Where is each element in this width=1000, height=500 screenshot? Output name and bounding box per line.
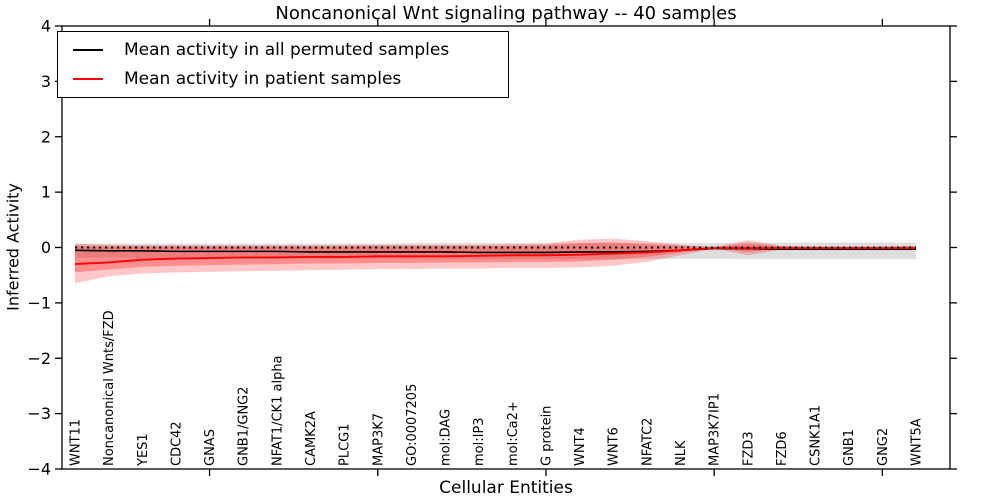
x-category-label: GNAS (203, 429, 218, 466)
x-category-label: GNB1 (842, 429, 857, 466)
y-tick-label: −1 (27, 293, 51, 312)
x-category-label: G protein (539, 406, 554, 466)
x-category-label: CSNK1A1 (809, 405, 824, 466)
y-tick-label: 1 (41, 183, 51, 202)
x-category-label: GNB1/GNG2 (237, 386, 252, 466)
legend-line-sample-permuted (73, 48, 103, 51)
legend: Mean activity in all permuted samples Me… (57, 31, 509, 98)
x-category-label: CDC42 (169, 421, 184, 466)
legend-line-sample-patient (73, 78, 103, 81)
line-patient-mean (74, 247, 916, 266)
y-tick-label: −4 (27, 460, 51, 479)
x-category-label: Noncanonical Wnts/FZD (102, 310, 117, 466)
line-permuted-mean (74, 247, 916, 254)
legend-entry-permuted: Mean activity in all permuted samples (58, 36, 508, 64)
band-patient-samples-range-outer (75, 238, 916, 284)
x-category-label: WNT6 (607, 427, 622, 466)
x-category-label: MAP3K7IP1 (708, 393, 723, 466)
legend-entry-patient: Mean activity in patient samples (58, 65, 508, 93)
band-patient-samples-range-inner (75, 242, 916, 273)
x-category-label: PLCG1 (338, 423, 353, 466)
x-category-label: FZD3 (741, 431, 756, 466)
y-tick-label: −2 (27, 349, 51, 368)
legend-label-patient: Mean activity in patient samples (124, 69, 402, 90)
x-category-label: NFATC2 (640, 418, 655, 466)
x-category-label: GO:0007205 (405, 384, 420, 466)
x-category-label: NFAT1/CK1 alpha (270, 355, 285, 466)
y-tick-label: 3 (41, 72, 51, 91)
x-axis-label: Cellular Entities (439, 478, 573, 498)
x-category-label: NLK (674, 440, 689, 466)
y-axis-label: Inferred Activity (3, 183, 23, 311)
y-tick-label: 4 (41, 17, 51, 36)
x-category-label: WNT4 (573, 427, 588, 466)
x-category-label: mol:Ca2+ (506, 401, 521, 466)
x-category-label: GNG2 (876, 428, 891, 466)
y-tick-label: 0 (41, 238, 51, 257)
x-category-label: mol:DAG (439, 409, 454, 466)
y-tick-label: 2 (41, 127, 51, 146)
x-category-label: MAP3K7 (371, 413, 386, 466)
y-tick-label: −3 (27, 404, 51, 423)
x-category-label: mol:IP3 (472, 417, 487, 466)
x-category-label: YES1 (136, 433, 151, 467)
x-category-label: FZD6 (775, 431, 790, 466)
x-category-label: WNT11 (69, 419, 84, 466)
x-category-label: WNT5A (910, 418, 925, 466)
legend-label-permuted: Mean activity in all permuted samples (124, 39, 450, 60)
x-category-label: CAMK2A (304, 411, 319, 466)
chart-title: Noncanonical Wnt signaling pathway -- 40… (275, 3, 737, 24)
